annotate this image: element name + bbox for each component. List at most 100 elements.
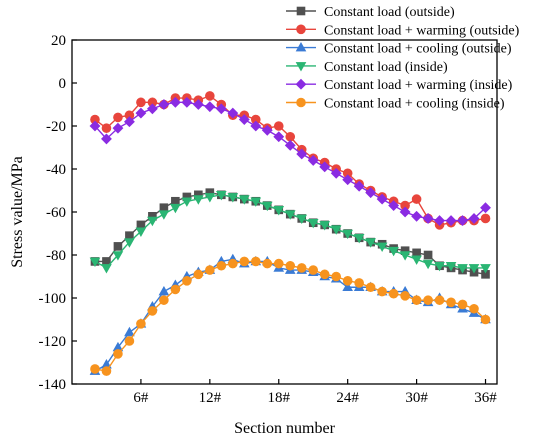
y-tick-label: -80 (46, 248, 66, 264)
data-point (262, 258, 273, 269)
legend-marker (296, 24, 306, 35)
data-point (457, 299, 468, 310)
data-point (422, 259, 434, 270)
data-point (285, 260, 296, 271)
data-point (342, 275, 353, 286)
data-point (423, 250, 433, 260)
data-point (170, 284, 181, 295)
data-point (296, 263, 307, 273)
data-point (284, 139, 296, 151)
data-point (353, 180, 365, 192)
data-point (469, 303, 479, 314)
data-point (480, 264, 491, 274)
data-point (273, 121, 284, 131)
data-point (238, 114, 250, 125)
y-axis-title: Stress value/MPa (9, 156, 26, 268)
legend-label: Constant load + warming (outside) (324, 23, 520, 38)
data-point (158, 285, 170, 296)
data-point (112, 251, 124, 261)
data-point (101, 123, 112, 133)
data-point (227, 107, 239, 119)
data-point (376, 242, 388, 253)
data-point (365, 282, 376, 293)
y-tick-label: -40 (46, 162, 66, 178)
data-point (135, 227, 147, 237)
legend-marker (296, 6, 306, 16)
data-point (353, 234, 365, 244)
data-point (411, 295, 422, 305)
data-point (307, 154, 319, 166)
data-point (365, 187, 377, 199)
data-point (365, 238, 376, 248)
data-point (342, 281, 353, 292)
data-point (182, 275, 192, 286)
legend-label: Constant load + cooling (outside) (324, 42, 512, 57)
y-tick-label: -60 (46, 205, 66, 221)
data-point (261, 124, 273, 136)
data-point (330, 225, 342, 235)
legend-marker (295, 78, 307, 90)
data-point (228, 258, 238, 269)
data-point (158, 99, 170, 110)
data-point (216, 191, 227, 201)
data-point (238, 195, 250, 205)
data-point (124, 238, 135, 248)
data-point (101, 133, 112, 145)
legend-label: Constant load + cooling (inside) (324, 97, 505, 112)
data-point (89, 120, 101, 132)
data-point (388, 200, 400, 211)
data-point (101, 366, 112, 376)
data-point (216, 260, 227, 271)
data-point (445, 215, 457, 227)
data-point (399, 251, 411, 261)
data-point (136, 318, 146, 329)
series-5 (90, 256, 491, 376)
data-point (296, 214, 308, 225)
data-point (181, 96, 193, 108)
x-tick-label: 12# (199, 390, 222, 406)
data-point (296, 148, 308, 160)
y-tick-label: -140 (39, 377, 67, 393)
series-4 (89, 96, 491, 227)
data-point (273, 258, 284, 269)
axis-ticks-layer: 20 0 -20 -40 -60 -80 -100 -120 -140 6# 12# 18# 24# 30… (39, 33, 498, 406)
data-point (285, 131, 296, 142)
data-point (457, 264, 468, 274)
data-point (434, 295, 445, 305)
data-point (192, 99, 204, 110)
data-point (204, 193, 216, 203)
x-tick-label: 6# (133, 390, 149, 406)
data-point (319, 269, 330, 280)
data-point (388, 246, 399, 257)
data-point (193, 195, 204, 205)
data-point (181, 197, 193, 207)
data-point (342, 229, 353, 240)
data-point (399, 206, 411, 218)
data-point (457, 215, 468, 227)
data-point (124, 336, 135, 346)
data-point (250, 197, 262, 207)
data-point (135, 107, 147, 119)
y-tick-label: 20 (51, 33, 66, 49)
legend-marker (296, 97, 306, 108)
data-point (480, 202, 491, 214)
data-point (170, 203, 181, 214)
data-point (215, 103, 227, 115)
data-point (342, 174, 354, 186)
data-point (124, 116, 135, 128)
data-point (89, 257, 101, 268)
data-point (250, 256, 261, 267)
data-point (434, 261, 445, 272)
data-point (480, 213, 491, 224)
data-point (376, 193, 388, 205)
data-point (273, 206, 285, 216)
y-tick-label: 0 (59, 76, 67, 92)
data-point (147, 306, 158, 316)
data-point (354, 278, 364, 288)
data-point (158, 210, 170, 220)
data-point (113, 349, 123, 359)
legend-marker (295, 62, 307, 72)
data-point (146, 103, 158, 115)
data-point (159, 295, 169, 305)
